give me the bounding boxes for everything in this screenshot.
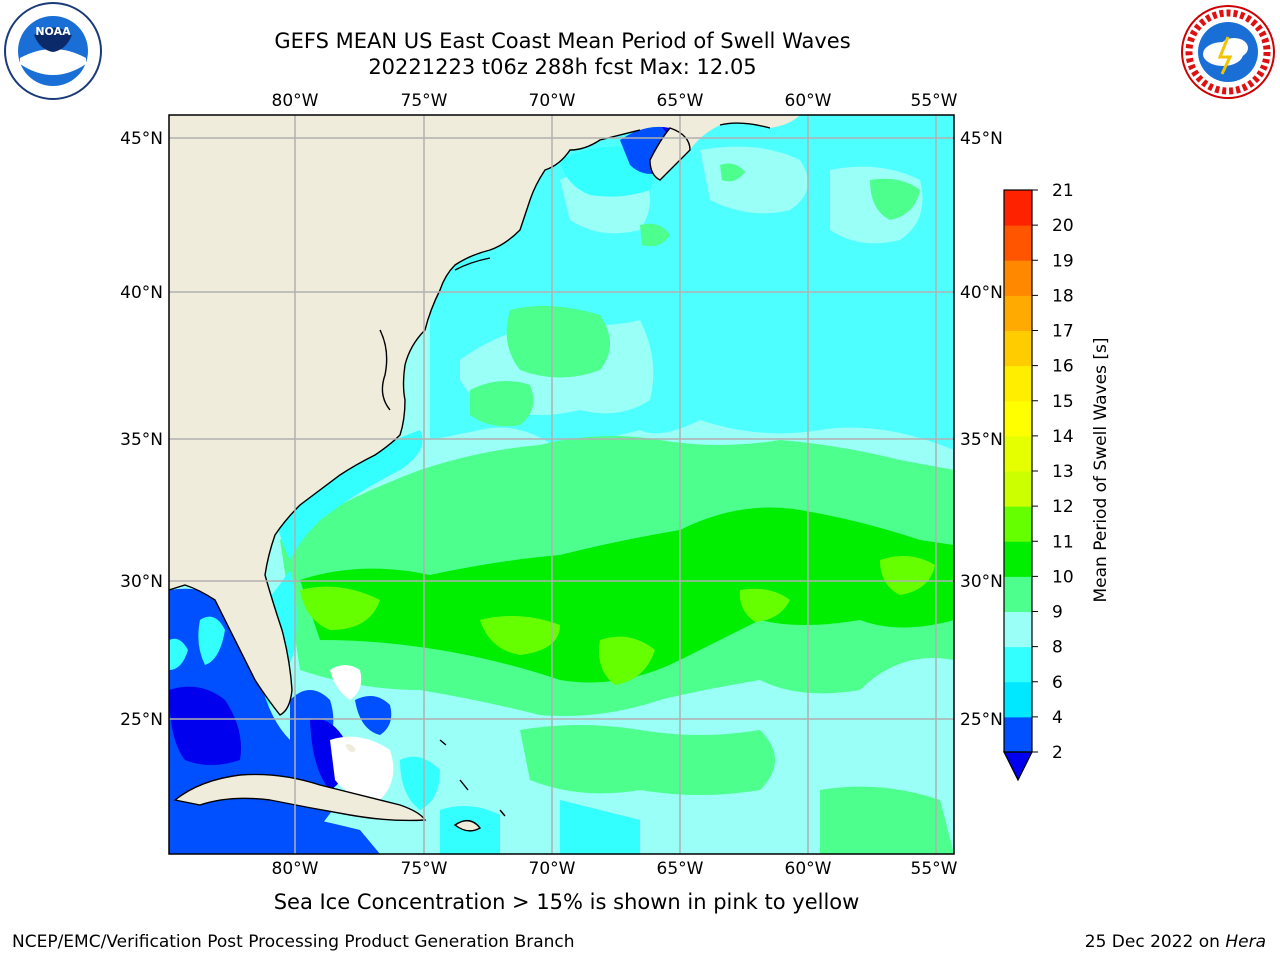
graticule xyxy=(169,115,954,854)
colorbar-tick-label: 12 xyxy=(1052,497,1074,517)
lat-ticks-right: 45°N 40°N 35°N 30°N 25°N xyxy=(960,129,1003,730)
colorbar-segment xyxy=(1004,681,1032,718)
colorbar-tick-label: 4 xyxy=(1052,708,1063,728)
lon-tick: 65°W xyxy=(657,91,704,111)
footer-machine: Hera xyxy=(1225,932,1266,952)
nws-logo xyxy=(1181,5,1275,99)
lat-tick: 35°N xyxy=(120,430,163,450)
lat-tick: 45°N xyxy=(960,129,1003,149)
lon-ticks-top: 80°W 75°W 70°W 65°W 60°W 55°W xyxy=(272,91,958,111)
colorbar-tick-label: 13 xyxy=(1052,462,1074,482)
colorbar-segment xyxy=(1004,576,1032,612)
lat-tick: 25°N xyxy=(120,710,163,730)
lat-ticks-left: 45°N 40°N 35°N 30°N 25°N xyxy=(120,129,163,730)
lat-tick: 30°N xyxy=(120,572,163,592)
colorbar-tick-label: 11 xyxy=(1052,532,1074,552)
lon-tick: 75°W xyxy=(401,91,448,111)
map-frame xyxy=(168,114,955,855)
colorbar-segment xyxy=(1004,611,1032,648)
lon-tick: 55°W xyxy=(911,91,958,111)
colorbar-segment xyxy=(1004,471,1032,507)
colorbar-tick-label: 9 xyxy=(1052,603,1063,623)
colorbar-tick-label: 10 xyxy=(1052,567,1074,587)
lat-tick: 45°N xyxy=(120,129,163,149)
coastlines xyxy=(169,122,771,832)
lon-tick: 80°W xyxy=(272,91,319,111)
noaa-logo: NOAA xyxy=(4,2,102,100)
lon-tick: 65°W xyxy=(657,859,704,879)
colorbar-tick-label: 18 xyxy=(1052,286,1074,306)
lat-tick: 30°N xyxy=(960,572,1003,592)
colorbar-segment xyxy=(1004,225,1032,261)
colorbar-tick-label: 8 xyxy=(1052,638,1063,658)
chart-title: GEFS MEAN US East Coast Mean Period of S… xyxy=(274,29,851,53)
colorbar-under-arrow xyxy=(1003,751,1033,782)
chart-subtitle: 20221223 t06z 288h fcst Max: 12.05 xyxy=(368,55,757,79)
lon-tick: 60°W xyxy=(785,859,832,879)
colorbar-segment xyxy=(1004,400,1032,437)
colorbar-tick-label: 19 xyxy=(1052,251,1074,271)
colorbar-tick-label: 20 xyxy=(1052,216,1074,236)
footer-credit: NCEP/EMC/Verification Post Processing Pr… xyxy=(12,932,575,952)
ice-note: Sea Ice Concentration > 15% is shown in … xyxy=(273,890,860,914)
colorbar-tick-label: 16 xyxy=(1052,357,1074,377)
lon-tick: 75°W xyxy=(401,859,448,879)
colorbar-tick-label: 14 xyxy=(1052,427,1074,447)
lon-tick: 60°W xyxy=(785,91,832,111)
colorbar-label: Mean Period of Swell Waves [s] xyxy=(1091,338,1111,603)
colorbar: 2 4 6 8 9 10 11 12 13 14 15 16 17 18 19 20 21 xyxy=(1003,181,1074,782)
colorbar-segment xyxy=(1004,330,1032,367)
colorbar-segment xyxy=(1004,506,1032,542)
colorbar-tick-label: 17 xyxy=(1052,322,1074,342)
lon-tick: 55°W xyxy=(911,859,958,879)
footer-date: 25 Dec 2022 on Hera xyxy=(1085,932,1266,952)
svg-text:NOAA: NOAA xyxy=(35,25,71,38)
colorbar-segment xyxy=(1004,716,1032,753)
footer-date-text: 25 Dec 2022 on xyxy=(1084,932,1226,952)
lon-tick: 80°W xyxy=(272,859,319,879)
lat-tick: 40°N xyxy=(960,283,1003,303)
lat-tick: 35°N xyxy=(960,430,1003,450)
colorbar-tick-label: 6 xyxy=(1052,673,1063,693)
colorbar-segment xyxy=(1004,295,1032,331)
colorbar-tick-label: 15 xyxy=(1052,392,1074,412)
colorbar-tick-label: 21 xyxy=(1052,181,1074,201)
colorbar-segment xyxy=(1004,190,1032,226)
lon-ticks-bottom: 80°W 75°W 70°W 65°W 60°W 55°W xyxy=(272,859,958,879)
lon-tick: 70°W xyxy=(529,859,576,879)
colorbar-segment xyxy=(1004,365,1032,402)
lat-tick: 25°N xyxy=(960,710,1003,730)
lat-tick: 40°N xyxy=(120,283,163,303)
lon-tick: 70°W xyxy=(529,91,576,111)
colorbar-segment xyxy=(1004,541,1032,577)
colorbar-segment xyxy=(1004,260,1032,296)
swell-field xyxy=(169,115,954,854)
colorbar-segment xyxy=(1004,435,1032,472)
colorbar-segment xyxy=(1004,646,1032,683)
colorbar-tick-label: 2 xyxy=(1052,743,1063,763)
